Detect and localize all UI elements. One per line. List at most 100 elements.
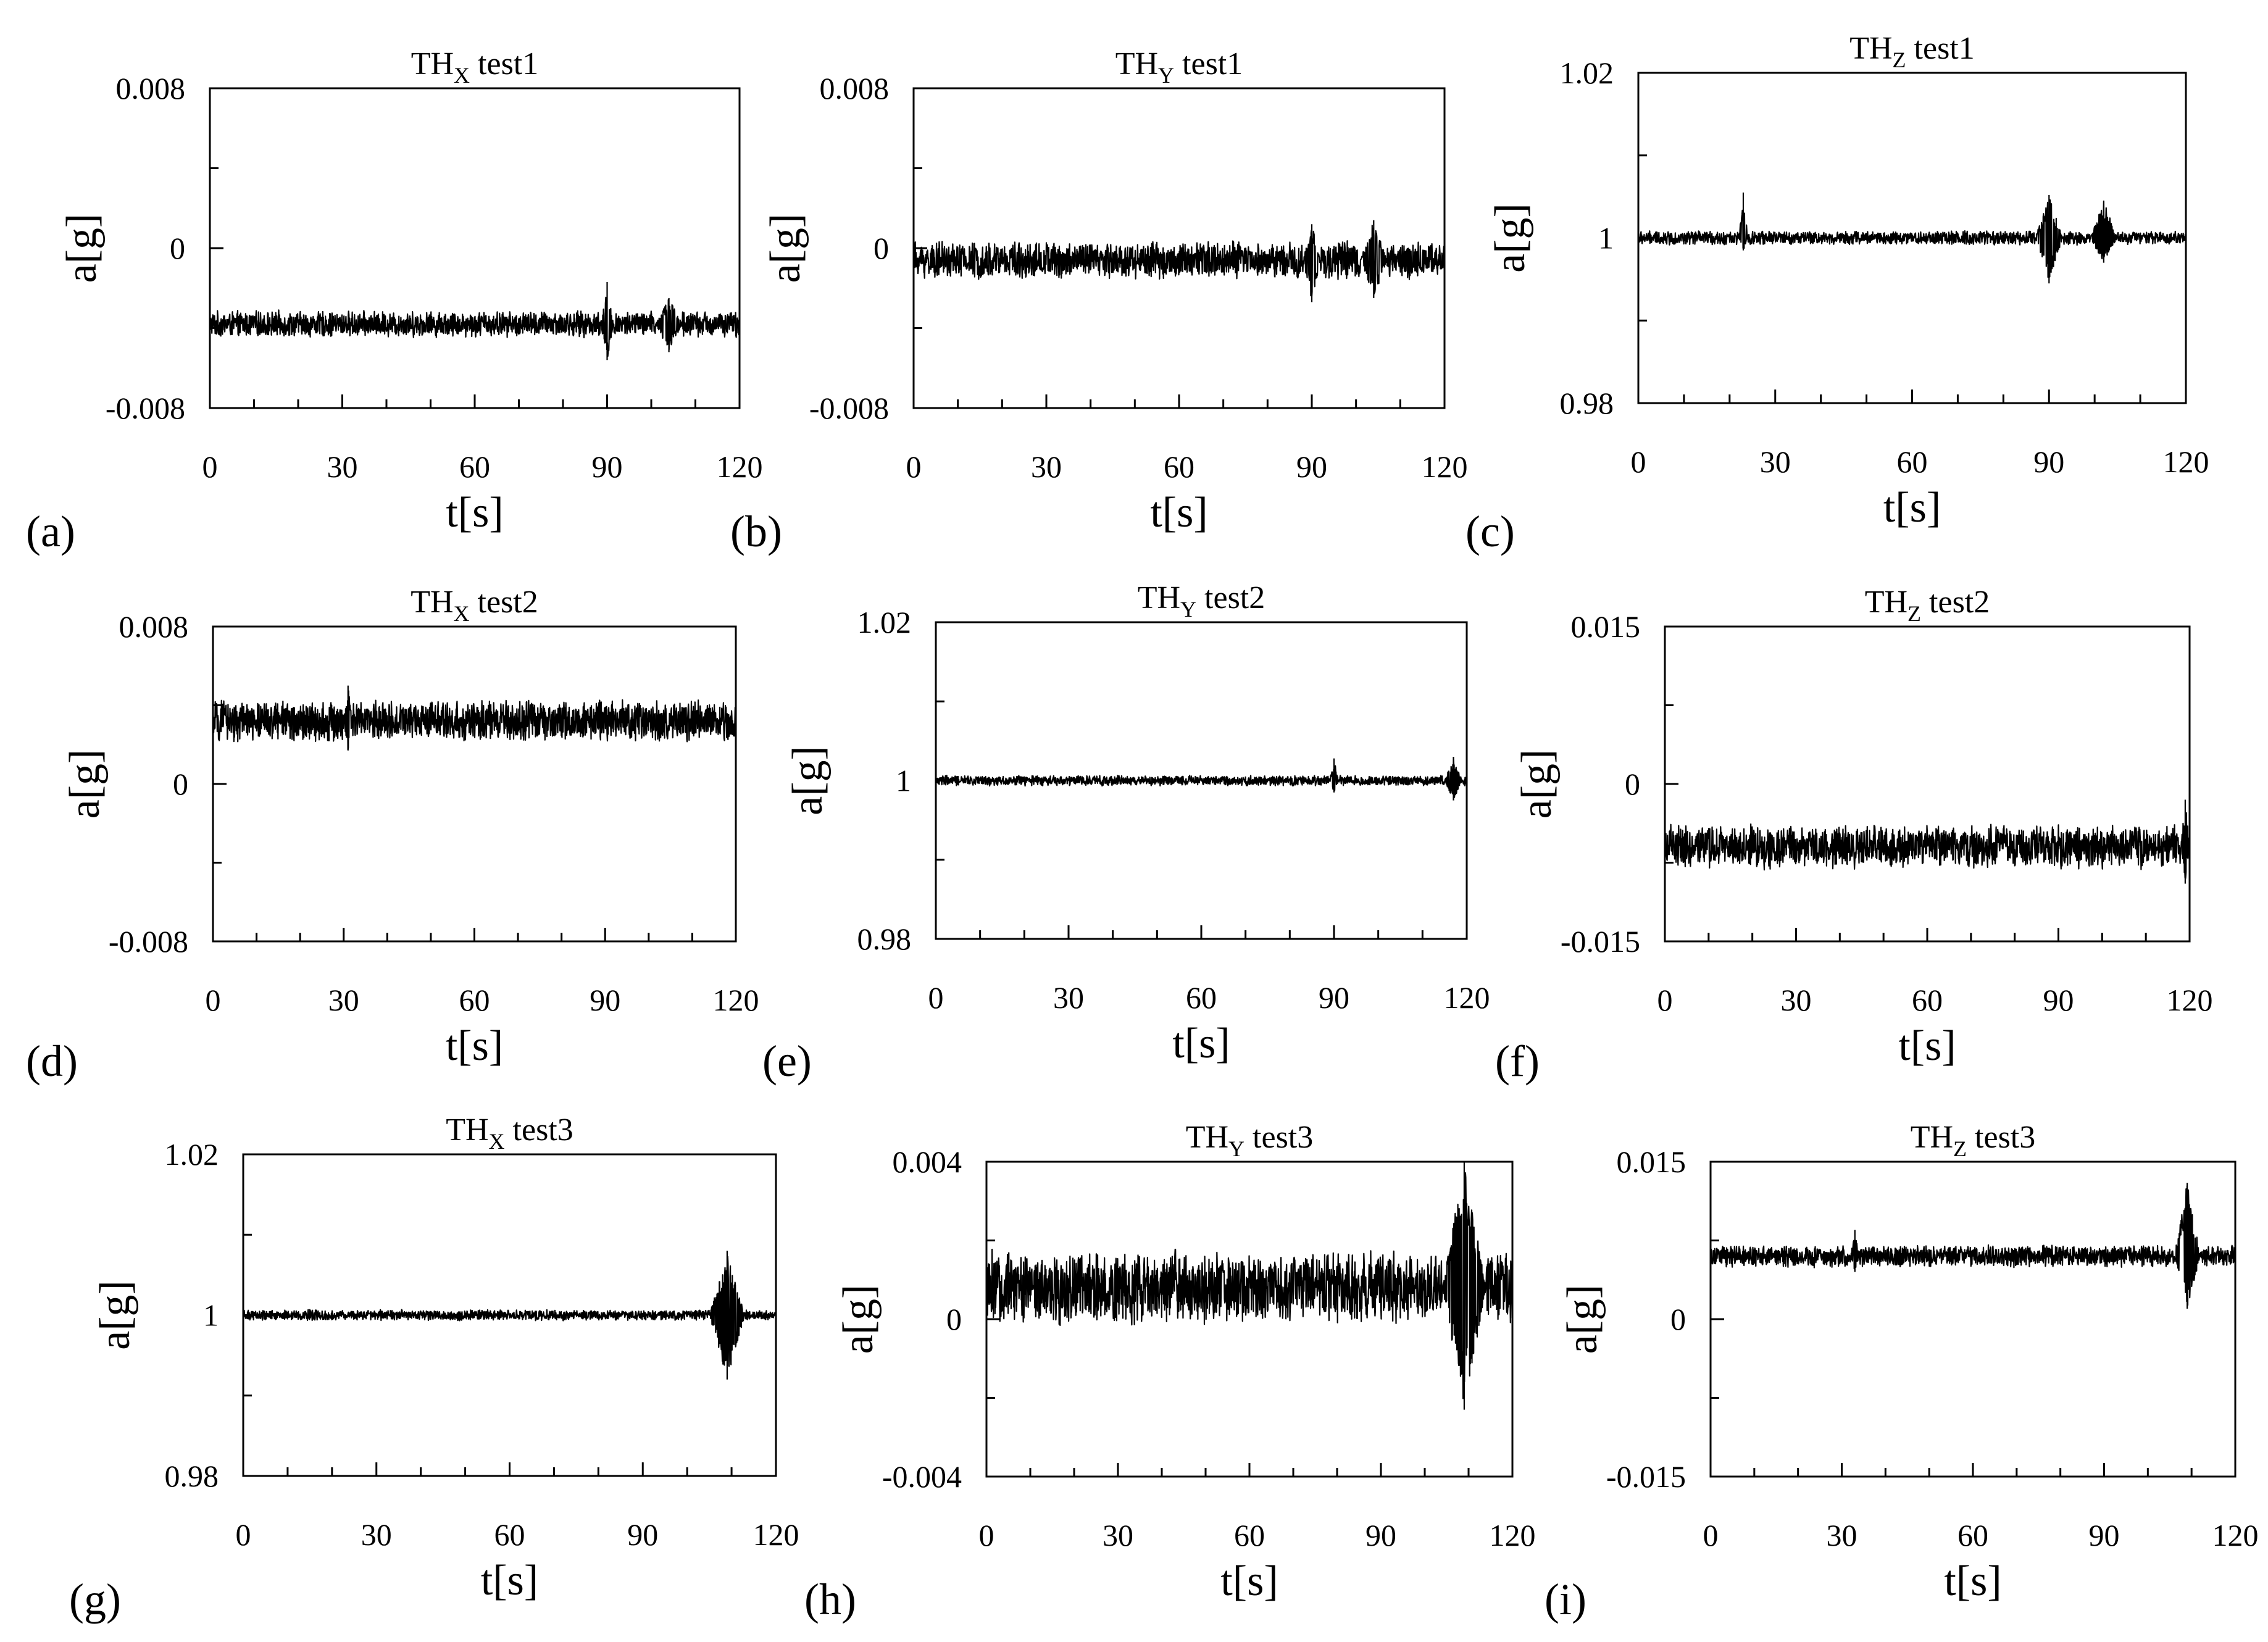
y-tick-label: -0.008 (109, 924, 188, 959)
series-line (1637, 192, 2187, 284)
y-tick-label: 0.98 (1560, 386, 1614, 420)
x-tick-label: 0 (1657, 983, 1673, 1017)
x-tick-label: 0 (206, 983, 221, 1017)
plot-frame (209, 87, 741, 409)
series-line (912, 220, 1446, 302)
x-tick-label: 90 (627, 1517, 658, 1552)
x-tick-label: 120 (713, 983, 759, 1017)
y-axis-label: a[g] (91, 1280, 139, 1350)
y-tick-label: 0 (1625, 767, 1640, 801)
x-tick-label: 60 (1912, 983, 1943, 1017)
y-tick-label: 1.02 (165, 1137, 219, 1172)
x-tick-label: 60 (459, 983, 490, 1017)
series-line (935, 757, 1468, 801)
x-tick-label: 0 (1703, 1518, 1719, 1552)
plot-frame (985, 1161, 1514, 1478)
x-tick-label: 30 (1103, 1518, 1133, 1552)
x-tick-label: 30 (1760, 444, 1791, 479)
x-axis-label: t[s] (1150, 489, 1207, 536)
plot-frame (912, 87, 1446, 409)
panel-letter: (h) (804, 1575, 856, 1624)
x-tick-label: 90 (590, 983, 620, 1017)
x-tick-label: 60 (1164, 449, 1194, 484)
panel-letter: (b) (730, 507, 782, 556)
panel-letter: (g) (69, 1575, 121, 1624)
x-axis-label: t[s] (1220, 1557, 1278, 1605)
x-tick-label: 30 (1053, 980, 1084, 1015)
series-line (985, 1162, 1514, 1410)
y-tick-label: 1.02 (857, 605, 912, 640)
x-tick-label: 30 (361, 1517, 392, 1552)
panel-letter: (f) (1495, 1036, 1540, 1086)
x-tick-label: 90 (2043, 983, 2074, 1017)
x-tick-label: 0 (236, 1517, 251, 1552)
chart-panel-2: 0 30 60 90 120 -0.008 0 0.008 THY test1 t[s] a[g] (… (730, 46, 1468, 556)
chart-title: THY test1 (1115, 46, 1243, 88)
x-tick-label: 90 (1319, 980, 1349, 1015)
chart-title: THX test2 (411, 585, 538, 626)
y-tick-label: 0.004 (893, 1144, 962, 1179)
chart-panel-5: 0 30 60 90 120 0.98 1 1.02 THY test2 t[s] a[g] (e) (762, 580, 1490, 1086)
y-tick-label: 0 (1670, 1302, 1686, 1336)
x-tick-label: 90 (2089, 1518, 2120, 1552)
y-tick-label: 1.02 (1560, 56, 1614, 90)
x-axis-label: t[s] (446, 1022, 503, 1070)
y-tick-label: 1 (203, 1298, 219, 1333)
y-axis-label: a[g] (58, 214, 106, 283)
y-tick-label: 0.008 (116, 71, 186, 106)
x-tick-label: 120 (753, 1517, 799, 1552)
plot-frame (1664, 625, 2191, 943)
x-tick-label: 0 (202, 449, 218, 484)
chart-panel-4: 0 30 60 90 120 -0.008 0 0.008 THX test2 t[s] a[g] (… (26, 585, 759, 1086)
y-tick-label: 0.008 (119, 609, 189, 644)
x-tick-label: 0 (906, 449, 922, 484)
chart-title: THX test1 (411, 46, 539, 88)
x-tick-label: 30 (1827, 1518, 1857, 1552)
y-axis-label: a[g] (61, 749, 109, 819)
y-tick-label: 1 (1598, 221, 1614, 256)
plot-frame (1709, 1161, 2237, 1478)
y-axis-label: a[g] (1486, 203, 1534, 273)
x-axis-label: t[s] (1898, 1022, 1956, 1070)
x-tick-label: 90 (1365, 1518, 1396, 1552)
x-tick-label: 60 (494, 1517, 525, 1552)
chart-panel-8: 0 30 60 90 120 -0.004 0 0.004 THY test3 t[s] a[g] (… (804, 1120, 1536, 1624)
chart-panel-1: 0 30 60 90 120 -0.008 0 0.008 THX test1 t[s] a[g] (… (26, 46, 763, 556)
panel-letter: (a) (26, 507, 75, 556)
panel-letter: (i) (1545, 1575, 1586, 1624)
y-tick-label: 0.98 (165, 1459, 219, 1493)
series-line (1664, 799, 2191, 884)
x-tick-label: 120 (1444, 980, 1490, 1015)
y-tick-label: -0.004 (882, 1459, 962, 1494)
chart-title: THZ test1 (1849, 31, 1975, 72)
y-tick-label: -0.008 (809, 391, 889, 425)
x-tick-label: 90 (2033, 444, 2064, 479)
x-tick-label: 30 (1031, 449, 1062, 484)
x-axis-label: t[s] (1883, 484, 1941, 531)
x-tick-label: 90 (592, 449, 623, 484)
series-line (242, 1251, 777, 1380)
x-tick-label: 120 (2163, 444, 2209, 479)
chart-panel-9: 0 30 60 90 120 -0.015 0 0.015 THZ test3 t[s] a[g] (… (1545, 1120, 2259, 1624)
chart-panel-3: 0 30 60 90 120 0.98 1 1.02 THZ test1 t[s] a[g] (c) (1465, 31, 2209, 556)
x-axis-label: t[s] (1172, 1020, 1230, 1067)
x-axis-label: t[s] (1944, 1557, 2001, 1605)
y-axis-label: a[g] (1513, 749, 1561, 819)
chart-title: THZ test3 (1911, 1120, 2036, 1161)
x-tick-label: 120 (717, 449, 763, 484)
y-tick-label: 0 (946, 1302, 962, 1336)
x-axis-label: t[s] (446, 489, 503, 536)
x-tick-label: 60 (1186, 980, 1217, 1015)
y-tick-label: -0.015 (1561, 924, 1640, 959)
x-tick-label: 60 (1957, 1518, 1988, 1552)
series-line (1709, 1183, 2237, 1309)
series-line (212, 685, 737, 751)
x-tick-label: 120 (2212, 1518, 2259, 1552)
y-axis-label: a[g] (1559, 1285, 1606, 1354)
y-tick-label: 1 (896, 764, 911, 798)
x-tick-label: 0 (979, 1518, 994, 1552)
panel-letter: (d) (26, 1036, 78, 1086)
y-tick-label: 0.015 (1571, 609, 1641, 644)
x-tick-label: 60 (459, 449, 490, 484)
